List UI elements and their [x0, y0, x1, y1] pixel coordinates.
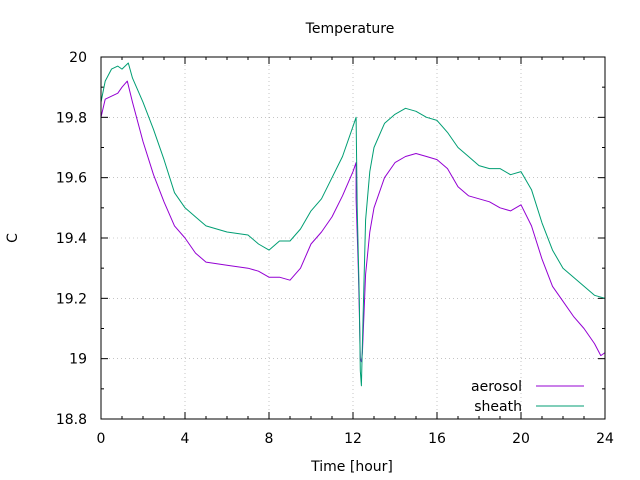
- plot-frame: [100, 56, 606, 420]
- x-tick-label: 12: [344, 431, 362, 447]
- x-tick-label: 20: [512, 431, 530, 447]
- legend: aerosol sheath: [471, 379, 584, 415]
- x-tick-label: 0: [97, 431, 106, 447]
- y-tick-label: 19.6: [56, 171, 87, 187]
- x-tick-label: 24: [596, 431, 614, 447]
- y-tick-label: 18.8: [56, 412, 87, 428]
- chart-title: Temperature: [305, 21, 395, 37]
- y-axis-label: C: [5, 233, 21, 243]
- y-tick-label: 19.8: [56, 110, 87, 126]
- series-lines: [100, 62, 606, 387]
- x-tick-label: 8: [265, 431, 274, 447]
- legend-label-aerosol: aerosol: [471, 379, 522, 395]
- axis-ticks: 0 4 8 12 16 20 24 18.8 19 19.2 19.4 19.6 19.8 20: [56, 50, 614, 447]
- y-tick-label: 20: [69, 50, 87, 66]
- legend-label-sheath: sheath: [474, 399, 522, 415]
- series-line-sheath: [100, 62, 606, 387]
- x-axis-label: Time [hour]: [310, 459, 393, 475]
- x-tick-label: 16: [428, 431, 446, 447]
- y-tick-label: 19: [69, 352, 87, 368]
- x-tick-label: 4: [181, 431, 190, 447]
- grid-lines: [101, 57, 605, 419]
- y-tick-label: 19.4: [56, 231, 87, 247]
- y-tick-label: 19.2: [56, 291, 87, 307]
